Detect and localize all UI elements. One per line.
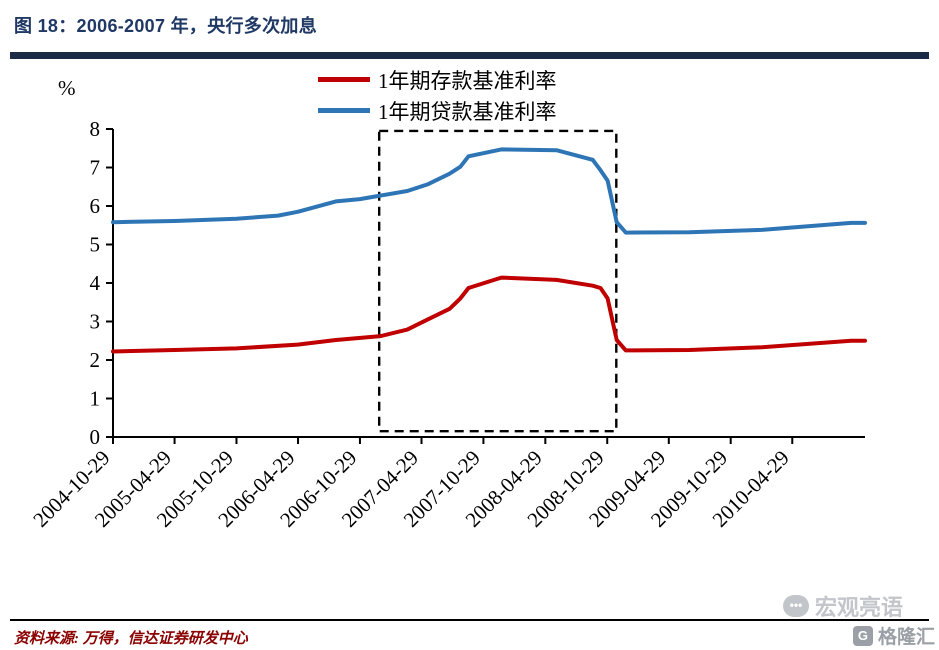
- deposit-rate-line: [111, 275, 867, 354]
- y-axis-unit-label: %: [58, 76, 76, 100]
- gelonghui-text: 格隆汇: [877, 627, 935, 648]
- legend-item-loan-rate: 1年期贷款基准利率: [318, 97, 557, 124]
- loan-rate-line: [111, 147, 867, 235]
- gelonghui-icon: G: [852, 625, 873, 646]
- footer-divider: [10, 619, 929, 621]
- gelonghui-logo: G 格隆汇: [852, 622, 935, 649]
- title-divider: [10, 52, 929, 59]
- legend-line-swatch-loan: [318, 108, 370, 113]
- y-tick-label: 6: [90, 194, 101, 218]
- line-chart: 0123456782004-10-292005-04-292005-10-292…: [28, 117, 867, 532]
- highlight-box: [378, 129, 618, 433]
- y-tick-label: 5: [90, 233, 101, 257]
- legend-line-swatch-deposit: [318, 77, 370, 82]
- legend-label-deposit: 1年期存款基准利率: [378, 68, 557, 93]
- watermark-text: 宏观亮语: [814, 595, 903, 620]
- y-tick-label: 3: [90, 310, 101, 334]
- y-tick-label: 7: [90, 156, 101, 180]
- speech-bubble-icon: •••: [782, 595, 809, 617]
- y-tick-label: 2: [90, 348, 101, 372]
- y-tick-label: 0: [90, 425, 101, 449]
- chart-legend: 1年期存款基准利率 1年期贷款基准利率: [318, 66, 557, 124]
- figure-title: 图 18：2006-2007 年，央行多次加息: [14, 16, 318, 36]
- legend-item-deposit-rate: 1年期存款基准利率: [318, 66, 557, 93]
- y-tick-label: 4: [90, 271, 101, 295]
- watermark-hongguanliangyu: ••• 宏观亮语: [782, 590, 903, 622]
- source-note: 资料来源: 万得，信达证券研发中心: [14, 631, 248, 647]
- y-tick-label: 8: [90, 117, 101, 141]
- legend-label-loan: 1年期贷款基准利率: [378, 99, 557, 124]
- y-tick-label: 1: [90, 387, 101, 411]
